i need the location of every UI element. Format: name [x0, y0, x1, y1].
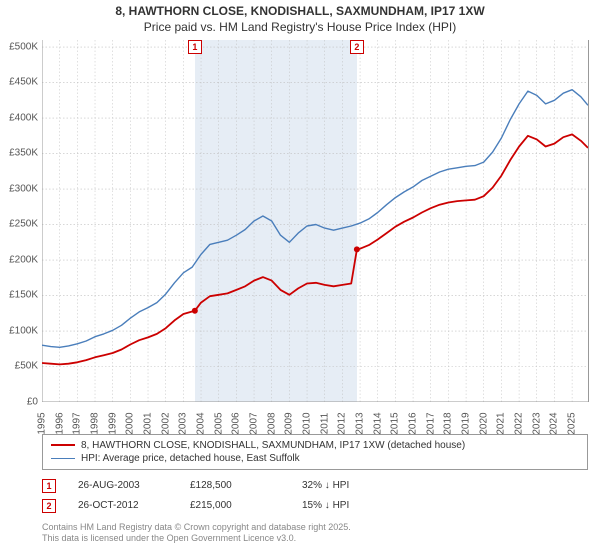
- x-tick-label: 1996: [54, 412, 65, 434]
- x-tick-label: 2021: [496, 412, 507, 434]
- x-tick-label: 2005: [213, 412, 224, 434]
- x-tick-label: 2019: [461, 412, 472, 434]
- x-tick-label: 1998: [90, 412, 101, 434]
- x-tick-label: 2017: [425, 412, 436, 434]
- x-tick-label: 2001: [143, 412, 154, 434]
- transaction-notes: 1 26-AUG-2003 £128,500 32% ↓ HPI 2 26-OCT-201…: [42, 476, 588, 516]
- x-tick-label: 2014: [372, 412, 383, 434]
- x-tick-label: 2004: [196, 412, 207, 434]
- note-delta: 15% ↓ HPI: [302, 500, 392, 511]
- y-tick-label: £250K: [9, 219, 38, 230]
- x-tick-label: 2002: [160, 412, 171, 434]
- y-tick-label: £450K: [9, 77, 38, 88]
- legend-swatch: [51, 444, 75, 446]
- y-tick-label: £100K: [9, 325, 38, 336]
- chart-subtitle: Price paid vs. HM Land Registry's House …: [0, 20, 600, 40]
- x-tick-label: 1999: [107, 412, 118, 434]
- x-tick-label: 2020: [478, 412, 489, 434]
- x-tick-label: 2023: [531, 412, 542, 434]
- note-date: 26-AUG-2003: [78, 480, 168, 491]
- legend-label: HPI: Average price, detached house, East…: [81, 453, 300, 464]
- chart-svg: [42, 40, 588, 402]
- x-tick-label: 2024: [549, 412, 560, 434]
- series-price_paid: [42, 134, 588, 364]
- x-tick-label: 2009: [284, 412, 295, 434]
- chart-title: 8, HAWTHORN CLOSE, KNODISHALL, SAXMUNDHA…: [0, 0, 600, 20]
- attribution-line: Contains HM Land Registry data © Crown c…: [42, 522, 588, 534]
- y-tick-label: £350K: [9, 148, 38, 159]
- x-tick-label: 2007: [249, 412, 260, 434]
- x-tick-label: 2011: [319, 412, 330, 434]
- note-price: £215,000: [190, 500, 280, 511]
- x-tick-label: 2006: [231, 412, 242, 434]
- legend-row: HPI: Average price, detached house, East…: [51, 452, 579, 465]
- attribution-text: Contains HM Land Registry data © Crown c…: [42, 522, 588, 545]
- legend-swatch: [51, 458, 75, 459]
- y-tick-label: £300K: [9, 183, 38, 194]
- x-tick-label: 2003: [178, 412, 189, 434]
- x-tick-label: 2013: [355, 412, 366, 434]
- transaction-point: [192, 307, 198, 313]
- x-tick-label: 2022: [514, 412, 525, 434]
- x-tick-label: 2015: [390, 412, 401, 434]
- y-tick-label: £500K: [9, 41, 38, 52]
- legend-row: 8, HAWTHORN CLOSE, KNODISHALL, SAXMUNDHA…: [51, 439, 579, 452]
- x-tick-label: 2016: [408, 412, 419, 434]
- x-tick-label: 1997: [72, 412, 83, 434]
- chart-legend: 8, HAWTHORN CLOSE, KNODISHALL, SAXMUNDHA…: [42, 434, 588, 470]
- x-tick-label: 2000: [125, 412, 136, 434]
- note-marker: 1: [42, 479, 56, 493]
- transaction-marker: 2: [350, 40, 364, 54]
- x-tick-label: 2012: [337, 412, 348, 434]
- x-tick-label: 1995: [37, 412, 48, 434]
- transaction-point: [354, 246, 360, 252]
- x-tick-label: 2025: [567, 412, 578, 434]
- note-marker: 2: [42, 499, 56, 513]
- transaction-marker: 1: [188, 40, 202, 54]
- y-tick-label: £150K: [9, 290, 38, 301]
- chart-plot-area: £0£50K£100K£150K£200K£250K£300K£350K£400…: [42, 40, 589, 402]
- x-tick-label: 2008: [266, 412, 277, 434]
- note-price: £128,500: [190, 480, 280, 491]
- chart-container: 8, HAWTHORN CLOSE, KNODISHALL, SAXMUNDHA…: [0, 0, 600, 560]
- note-delta: 32% ↓ HPI: [302, 480, 392, 491]
- attribution-line: This data is licensed under the Open Gov…: [42, 533, 588, 545]
- series-hpi: [42, 89, 588, 347]
- note-row: 2 26-OCT-2012 £215,000 15% ↓ HPI: [42, 496, 588, 516]
- x-tick-label: 2010: [302, 412, 313, 434]
- y-tick-label: £0: [27, 396, 38, 407]
- y-tick-label: £400K: [9, 112, 38, 123]
- legend-label: 8, HAWTHORN CLOSE, KNODISHALL, SAXMUNDHA…: [81, 440, 465, 451]
- note-date: 26-OCT-2012: [78, 500, 168, 511]
- x-tick-label: 2018: [443, 412, 454, 434]
- y-tick-label: £200K: [9, 254, 38, 265]
- note-row: 1 26-AUG-2003 £128,500 32% ↓ HPI: [42, 476, 588, 496]
- y-tick-label: £50K: [15, 361, 38, 372]
